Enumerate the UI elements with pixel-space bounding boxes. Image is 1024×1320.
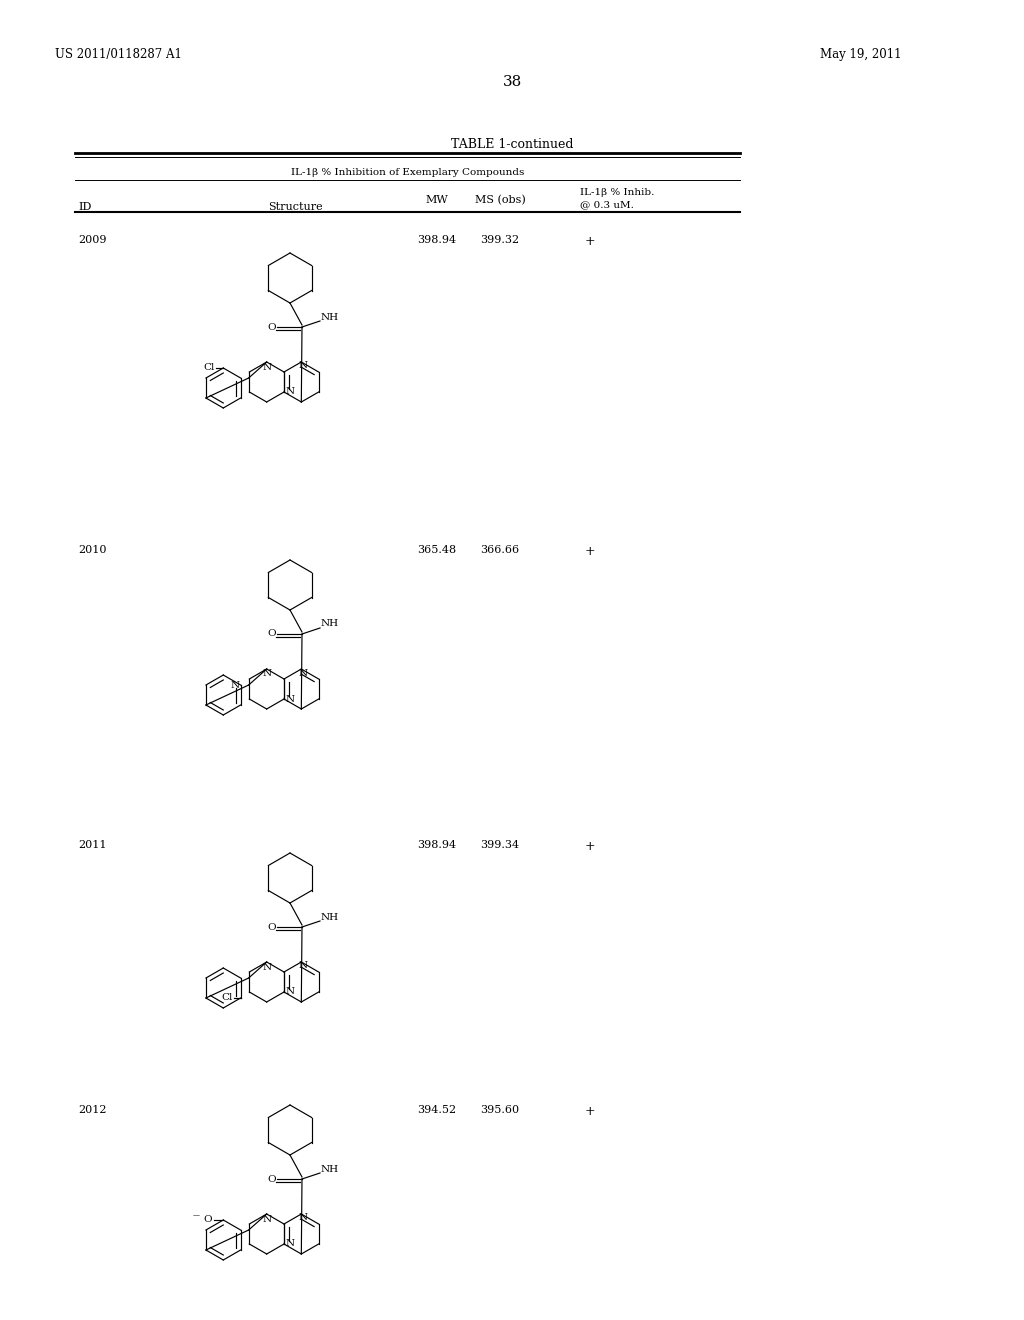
Text: MS (obs): MS (obs) <box>475 195 525 206</box>
Text: 399.32: 399.32 <box>480 235 519 246</box>
Text: O: O <box>267 322 276 331</box>
Text: N: N <box>230 681 240 689</box>
Text: N: N <box>286 694 295 704</box>
Text: 398.94: 398.94 <box>418 840 457 850</box>
Text: ID: ID <box>78 202 91 213</box>
Text: Structure: Structure <box>267 202 323 213</box>
Text: 365.48: 365.48 <box>418 545 457 554</box>
Text: @ 0.3 uM.: @ 0.3 uM. <box>580 201 634 209</box>
Text: O: O <box>203 1216 212 1225</box>
Text: IL-1β % Inhib.: IL-1β % Inhib. <box>580 187 654 197</box>
Text: N: N <box>299 1213 308 1222</box>
Text: 2009: 2009 <box>78 235 106 246</box>
Text: O: O <box>267 1175 276 1184</box>
Text: Cl: Cl <box>221 994 232 1002</box>
Text: 398.94: 398.94 <box>418 235 457 246</box>
Text: +: + <box>585 545 595 558</box>
Text: N: N <box>286 987 295 997</box>
Text: 2012: 2012 <box>78 1105 106 1115</box>
Text: NH: NH <box>321 912 339 921</box>
Text: —: — <box>193 1210 200 1218</box>
Text: Cl: Cl <box>204 363 215 372</box>
Text: +: + <box>585 1105 595 1118</box>
Text: N: N <box>286 1239 295 1249</box>
Text: NH: NH <box>321 313 339 322</box>
Text: N: N <box>299 961 308 970</box>
Text: IL-1β % Inhibition of Exemplary Compounds: IL-1β % Inhibition of Exemplary Compound… <box>291 168 524 177</box>
Text: O: O <box>267 923 276 932</box>
Text: N: N <box>262 363 271 371</box>
Text: N: N <box>262 669 271 678</box>
Text: N: N <box>299 362 308 371</box>
Text: NH: NH <box>321 619 339 628</box>
Text: +: + <box>585 840 595 853</box>
Text: N: N <box>262 1214 271 1224</box>
Text: NH: NH <box>321 1164 339 1173</box>
Text: O: O <box>267 630 276 639</box>
Text: 2011: 2011 <box>78 840 106 850</box>
Text: TABLE 1-continued: TABLE 1-continued <box>451 139 573 150</box>
Text: +: + <box>585 235 595 248</box>
Text: 366.66: 366.66 <box>480 545 519 554</box>
Text: May 19, 2011: May 19, 2011 <box>820 48 901 61</box>
Text: 2010: 2010 <box>78 545 106 554</box>
Text: 399.34: 399.34 <box>480 840 519 850</box>
Text: 38: 38 <box>503 75 521 88</box>
Text: N: N <box>286 388 295 396</box>
Text: MW: MW <box>426 195 449 205</box>
Text: N: N <box>262 962 271 972</box>
Text: 395.60: 395.60 <box>480 1105 519 1115</box>
Text: US 2011/0118287 A1: US 2011/0118287 A1 <box>55 48 182 61</box>
Text: 394.52: 394.52 <box>418 1105 457 1115</box>
Text: N: N <box>299 668 308 677</box>
